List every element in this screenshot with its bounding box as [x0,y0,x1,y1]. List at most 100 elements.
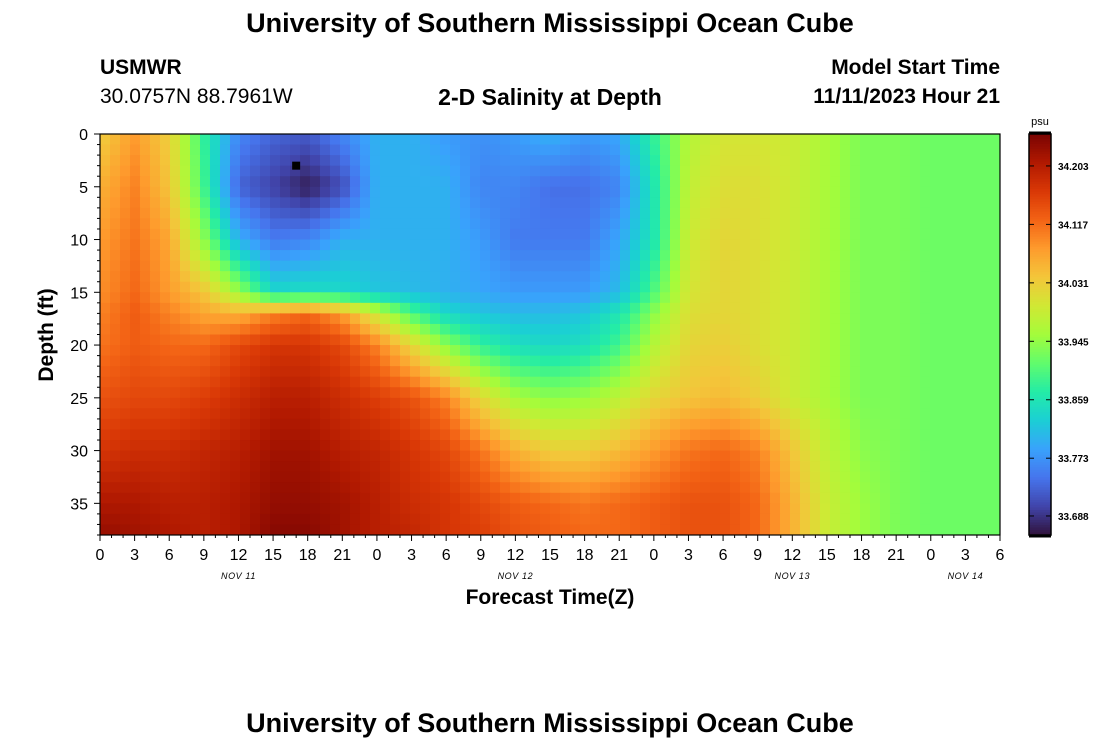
heatmap-cell [270,239,281,251]
heatmap-cell [450,197,461,209]
heatmap-cell [910,228,921,241]
heatmap-cell [600,228,611,241]
heatmap-cell [190,144,201,156]
heatmap-cell [210,366,221,378]
heatmap-cell [700,197,711,209]
heatmap-cell [890,440,901,452]
heatmap-cell [950,429,961,441]
colorbar-step [1029,149,1051,153]
heatmap-cell [390,323,401,336]
heatmap-cell [780,440,791,452]
heatmap-cell [430,260,441,272]
heatmap-cell [810,461,821,473]
heatmap-cell [990,524,1000,535]
heatmap-cell [500,450,511,462]
heatmap-cell [380,239,391,251]
heatmap-cell [450,292,461,304]
heatmap-cell [680,144,691,156]
heatmap-cell [730,366,741,378]
heatmap-cell [690,260,701,272]
heatmap-cell [190,397,201,409]
heatmap-cell [750,387,761,399]
heatmap-cell [500,292,511,304]
heatmap-cell [810,186,821,198]
heatmap-cell [160,207,171,220]
heatmap-cell [890,292,901,304]
heatmap-cell [390,228,401,241]
heatmap-cell [410,408,421,420]
heatmap-cell [120,440,131,452]
heatmap-cell [440,207,451,220]
heatmap-cell [450,218,461,230]
heatmap-cell [820,155,831,167]
heatmap-cell [920,387,931,399]
heatmap-cell [110,144,121,156]
heatmap-cell [130,228,141,241]
heatmap-cell [740,471,751,483]
heatmap-cell [980,513,991,526]
heatmap-cell [850,429,861,441]
heatmap-cell [620,408,631,420]
heatmap-cell [720,313,731,325]
heatmap-cell [440,524,451,535]
heatmap-cell [210,144,221,156]
heatmap-cell [350,429,361,441]
heatmap-cell [750,503,761,515]
heatmap-cell [710,492,721,504]
heatmap-cell [430,250,441,262]
heatmap-cell [220,292,231,304]
heatmap-cell [180,155,191,167]
heatmap-cell [910,366,921,378]
heatmap-cell [450,376,461,388]
heatmap-cell [170,186,181,198]
heatmap-cell [260,271,271,283]
colorbar-step [1029,359,1051,363]
heatmap-cell [770,387,781,399]
heatmap-cell [110,524,121,535]
heatmap-cell [680,239,691,251]
heatmap-cell [190,334,201,346]
heatmap-cell [820,134,831,146]
heatmap-cell [930,397,941,409]
heatmap-cell [630,207,641,220]
heatmap-cell [230,376,241,388]
heatmap-cell [700,440,711,452]
heatmap-cell [200,218,211,230]
heatmap-cell [650,228,661,241]
heatmap-cell [280,313,291,325]
heatmap-cell [880,513,891,526]
heatmap-cell [610,355,621,367]
heatmap-cell [690,302,701,314]
heatmap-cell [600,271,611,283]
heatmap-cell [470,218,481,230]
heatmap-cell [360,482,371,494]
heatmap-cell [670,134,681,146]
heatmap-cell [670,207,681,220]
heatmap-cell [870,387,881,399]
heatmap-cell [480,397,491,409]
heatmap-cell [430,134,441,146]
heatmap-cell [760,292,771,304]
heatmap-cell [660,418,671,431]
heatmap-cell [740,165,751,177]
heatmap-cell [850,218,861,230]
heatmap-cell [150,408,161,420]
heatmap-cell [310,513,321,526]
colorbar-step [1029,319,1051,323]
heatmap-cell [270,260,281,272]
heatmap-cell [420,186,431,198]
heatmap-cell [970,513,981,526]
heatmap-cell [110,155,121,167]
heatmap-cell [540,323,551,336]
heatmap-cell [420,440,431,452]
heatmap-cell [460,418,471,431]
heatmap-cell [290,429,301,441]
heatmap-cell [230,197,241,209]
colorbar-step [1029,347,1051,351]
heatmap-cell [970,165,981,177]
heatmap-cell [520,503,531,515]
heatmap-cell [790,334,801,346]
heatmap-cell [150,492,161,504]
heatmap-cell [510,302,521,314]
heatmap-cell [650,492,661,504]
